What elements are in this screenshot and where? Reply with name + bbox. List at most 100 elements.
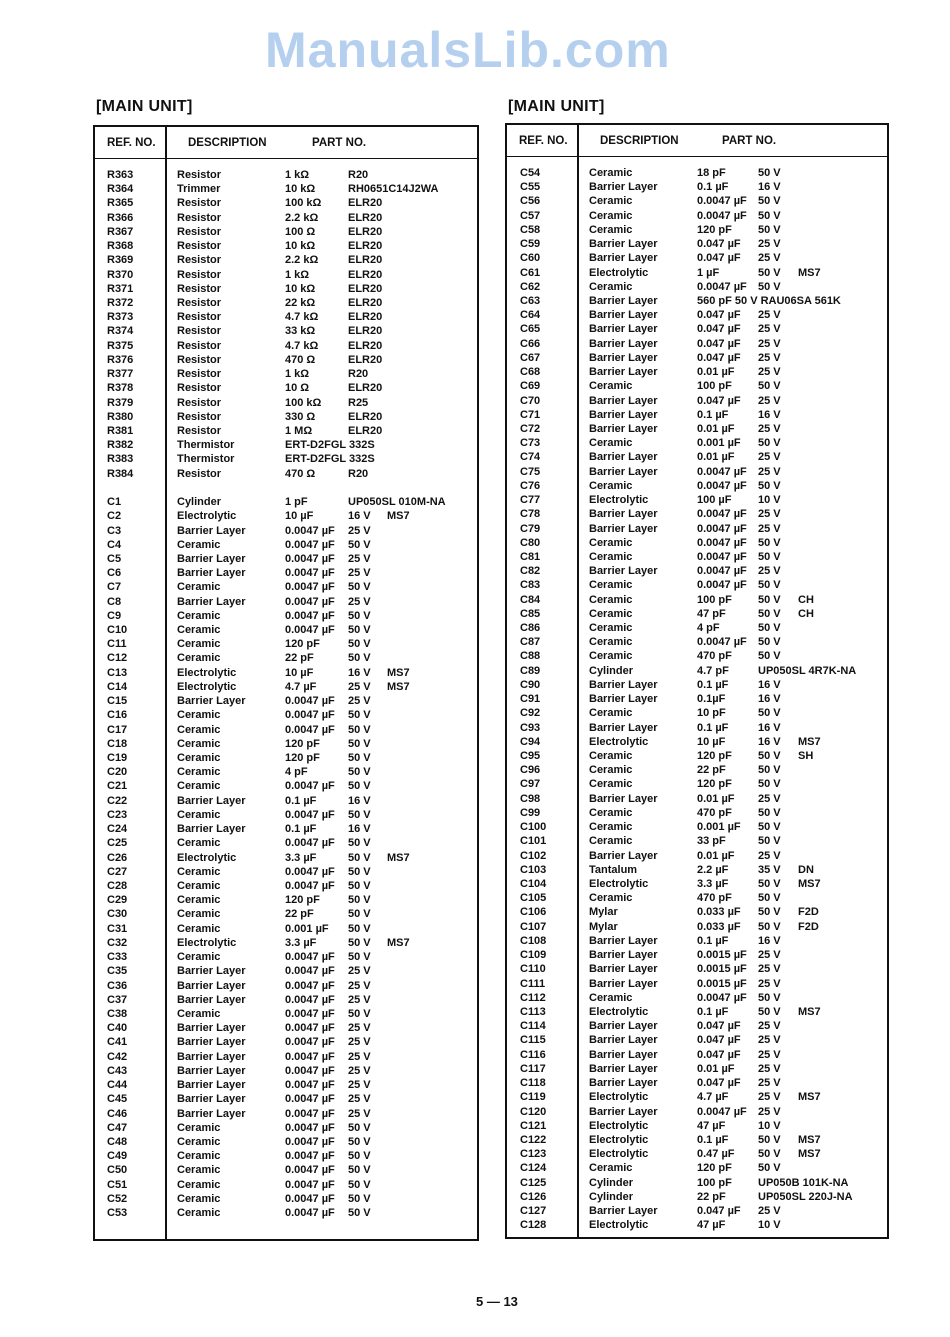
cell-ref-no: C113 [520,1005,546,1018]
cell-value: 330 Ω [285,410,316,423]
cell-rating-part-no: 50 V [758,991,781,1004]
table-row: C84 Ceramic 100 pF 50 V CH [507,593,887,607]
cell-description: Electrolytic [589,735,649,748]
table-row: C128 Electrolytic 47 µF 10 V [507,1218,887,1232]
cell-description: Resistor [177,339,222,352]
cell-description: Ceramic [177,1135,221,1148]
cell-value: 47 µF [697,1219,726,1232]
table-row: C87 Ceramic 0.0047 µF 50 V [507,635,887,649]
cell-value: 0.0047 µF [285,1164,335,1177]
cell-rating-part-no: 16 V [348,823,371,836]
cell-ref-no: C75 [520,465,541,478]
cell-description: Barrier Layer [589,1020,658,1033]
table-row: R375 Resistor 4.7 kΩ ELR20 [95,339,477,353]
cell-description: Thermistor [177,439,235,452]
cell-value: 0.0047 µF [285,1064,335,1077]
cell-rating-part-no: 50 V [758,437,781,450]
cell-ref-no: C118 [520,1077,546,1090]
cell-rating-part-no: 50 V [348,1207,371,1220]
cell-ref-no: C124 [520,1162,547,1175]
cell-ref-no: R366 [107,211,134,224]
cell-description: Ceramic [589,650,633,663]
cell-value: 100 pF [697,593,732,606]
cell-value: 4.7 pF [697,664,729,677]
table-row: C41 Barrier Layer 0.0047 µF 25 V [95,1035,477,1049]
cell-value: 0.0047 µF [285,1022,335,1035]
cell-value: 1 kΩ [285,368,310,381]
table-row: C44 Barrier Layer 0.0047 µF 25 V [95,1078,477,1092]
table-row: R380 Resistor 330 Ω ELR20 [95,410,477,424]
table-row: C18 Ceramic 120 pF 50 V [95,737,477,751]
cell-description: Barrier Layer [589,949,658,962]
cell-description: Resistor [177,211,222,224]
cell-ref-no: C58 [520,223,541,236]
table-row: C32 Electrolytic 3.3 µF 50 V MS7 [95,936,477,950]
cell-value: 2.2 µF [697,863,729,876]
table-row: C107 Mylar 0.033 µF 50 V F2D [507,920,887,934]
cell-rating-part-no: 16 V [758,934,781,947]
cell-ref-no: C99 [520,806,541,819]
cell-value: 1 MΩ [285,424,313,437]
cell-description: Barrier Layer [177,979,246,992]
cell-value: 0.0047 µF [285,951,335,964]
right-section-title: [MAIN UNIT] [508,98,605,115]
table-row: C116 Barrier Layer 0.047 µF 25 V [507,1048,887,1062]
cell-ref-no: C25 [107,837,128,850]
cell-description: Ceramic [589,707,633,720]
cell-description: Ceramic [589,195,633,208]
table-row: R376 Resistor 470 Ω ELR20 [95,353,477,367]
cell-rating-part-no: 25 V [348,567,371,580]
cell-ref-no: C87 [520,636,541,649]
column-divider [577,125,579,1237]
cell-description: Resistor [177,282,222,295]
cell-value: 0.001 µF [697,821,741,834]
cell-description: Ceramic [177,1164,221,1177]
table-row: C7 Ceramic 0.0047 µF 50 V [95,580,477,594]
cell-rating-part-no: 50 V [348,1150,371,1163]
cell-rating-part-no: 50 V [758,764,781,777]
cell-ref-no: C127 [520,1205,547,1218]
table-row: C112 Ceramic 0.0047 µF 50 V [507,991,887,1005]
cell-rating-part-no: 16 V [348,794,371,807]
cell-ref-no: R379 [107,396,134,409]
table-row: C79 Barrier Layer 0.0047 µF 25 V [507,522,887,536]
cell-value: 0.0047 µF [285,1192,335,1205]
cell-note: DN [798,863,814,876]
cell-rating-part-no: 16 V [348,510,371,523]
table-row: C25 Ceramic 0.0047 µF 50 V [95,836,477,850]
cell-value: 0.0047 µF [285,609,335,622]
cell-description: Electrolytic [589,494,649,507]
table-row: R366 Resistor 2.2 kΩ ELR20 [95,211,477,225]
cell-value: 0.0047 µF [697,280,747,293]
cell-ref-no: C88 [520,650,541,663]
table-row: C80 Ceramic 0.0047 µF 50 V [507,536,887,550]
cell-rating-part-no: 50 V [348,1192,371,1205]
cell-note: MS7 [387,936,410,949]
cell-value: 0.1 µF [697,1133,729,1146]
cell-rating-part-no: 50 V [348,652,371,665]
table-row: C51 Ceramic 0.0047 µF 50 V [95,1178,477,1192]
cell-ref-no: C18 [107,737,128,750]
cell-ref-no: R370 [107,268,134,281]
cell-ref-no: C20 [107,766,128,779]
cell-rating-part-no: ELR20 [348,296,383,309]
cell-ref-no: C94 [520,735,541,748]
table-row: C14 Electrolytic 4.7 µF 25 V MS7 [95,680,477,694]
cell-description: Ceramic [589,209,633,222]
cell-description: Ceramic [589,835,633,848]
cell-description: Ceramic [177,609,221,622]
table-row: C114 Barrier Layer 0.047 µF 25 V [507,1019,887,1033]
cell-description: Ceramic [177,1178,221,1191]
cell-ref-no: C77 [520,494,541,507]
cell-rating-part-no: 50 V [758,636,781,649]
cell-ref-no: C85 [520,607,541,620]
cell-value: 0.1 µF [697,408,729,421]
cell-rating-part-no: ELR20 [348,353,383,366]
cell-ref-no: R365 [107,197,134,210]
cell-description: Electrolytic [177,510,237,523]
table-row: C49 Ceramic 0.0047 µF 50 V [95,1149,477,1163]
cell-description: Barrier Layer [177,524,246,537]
table-row: C42 Barrier Layer 0.0047 µF 25 V [95,1050,477,1064]
cell-rating-part-no: 25 V [348,552,371,565]
table-row: C33 Ceramic 0.0047 µF 50 V [95,950,477,964]
